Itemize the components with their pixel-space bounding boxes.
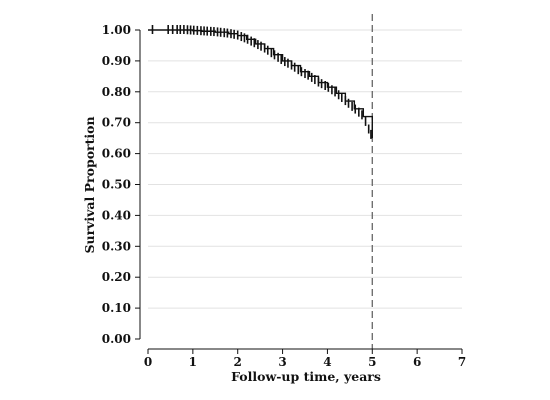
x-tick-label-2: 2 xyxy=(234,355,242,369)
y-tick-label-10: 1.00 xyxy=(102,23,131,37)
x-tick-label-0: 0 xyxy=(144,355,152,369)
y-tick-label-1: 0.10 xyxy=(102,301,131,315)
y-tick-label-9: 0.90 xyxy=(102,54,131,68)
x-axis-label: Follow-up time, years xyxy=(231,369,381,384)
y-tick-label-0: 0.00 xyxy=(102,332,131,346)
y-tick-label-3: 0.30 xyxy=(102,239,131,253)
x-tick-label-6: 6 xyxy=(413,355,421,369)
y-ticks: 0.00 0.10 0.20 0.30 0.40 0.50 0.60 0.70 0.80 0.90… xyxy=(102,23,140,346)
x-tick-label-5: 5 xyxy=(368,355,376,369)
x-tick-label-3: 3 xyxy=(278,355,286,369)
censor-marks xyxy=(151,25,372,139)
y-tick-label-2: 0.20 xyxy=(102,270,131,284)
survival-curve xyxy=(148,29,373,139)
axes xyxy=(139,30,462,350)
gridlines xyxy=(148,29,462,309)
y-tick-label-5: 0.50 xyxy=(102,178,131,192)
x-ticks: 0 1 2 3 4 5 6 7 xyxy=(144,349,466,369)
y-tick-label-8: 0.80 xyxy=(102,85,131,99)
y-tick-label-4: 0.40 xyxy=(102,208,131,222)
y-tick-label-6: 0.60 xyxy=(102,147,131,161)
x-tick-label-1: 1 xyxy=(189,355,197,369)
x-tick-label-7: 7 xyxy=(458,355,466,369)
survival-curve-group xyxy=(148,29,373,139)
y-axis-label: Survival Proportion xyxy=(82,116,97,253)
y-tick-label-7: 0.70 xyxy=(102,116,131,130)
x-tick-label-4: 4 xyxy=(323,355,331,369)
